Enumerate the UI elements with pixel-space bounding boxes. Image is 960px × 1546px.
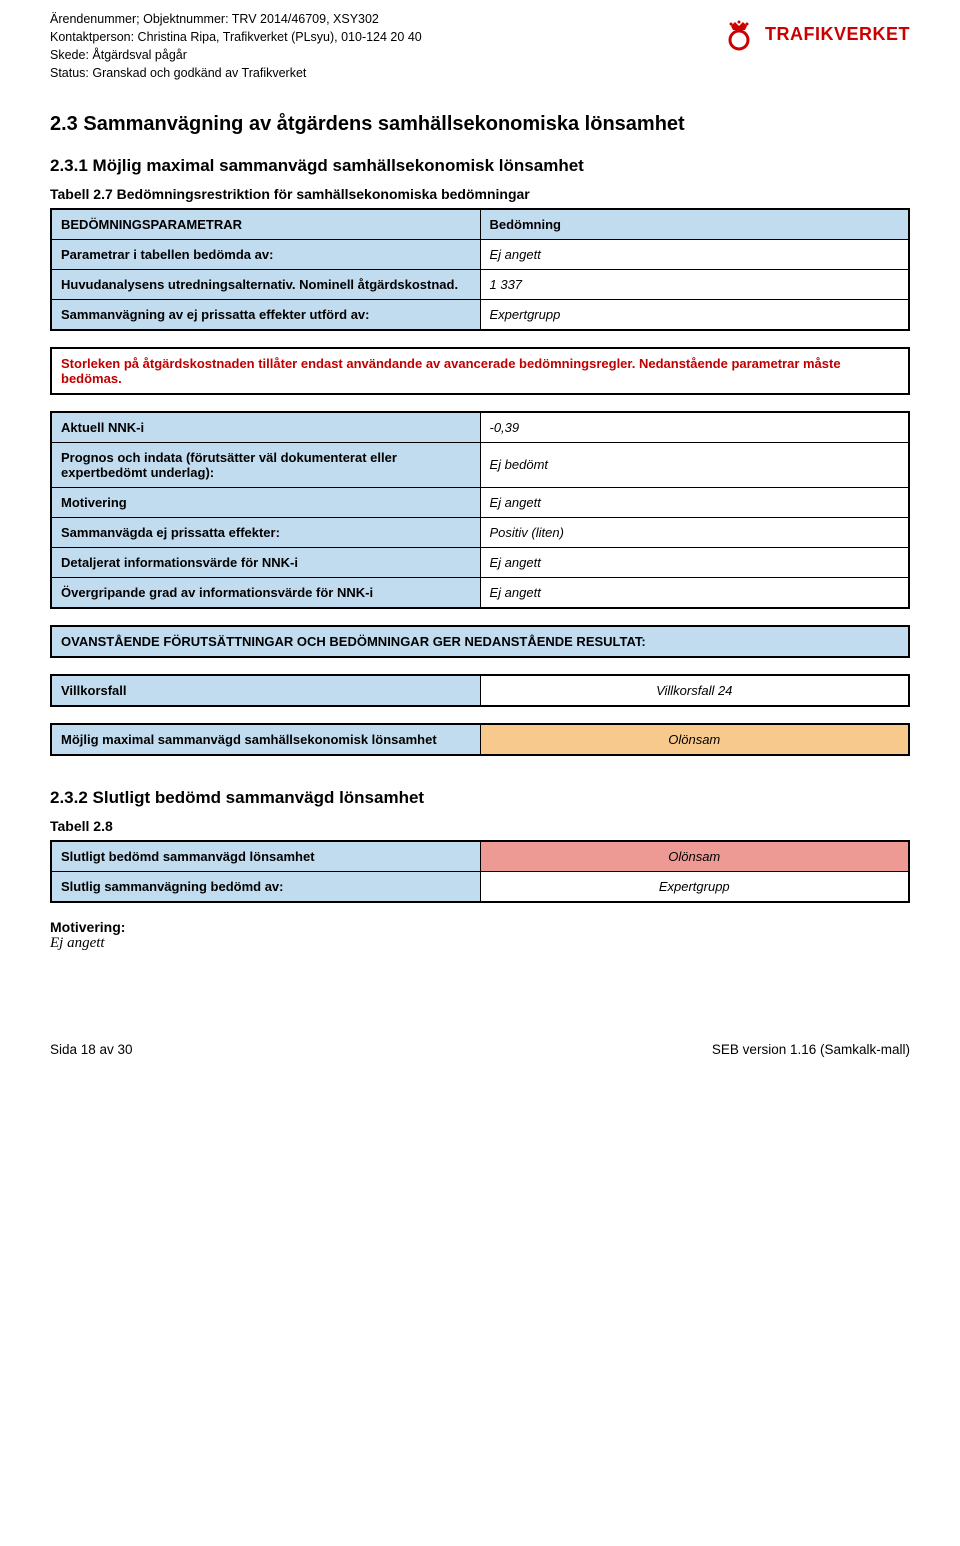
param-label: Huvudanalysens utredningsalternativ. Nom… [51, 269, 480, 299]
table-row: Motivering Ej angett [51, 487, 909, 517]
table-row: Villkorsfall Villkorsfall 24 [51, 675, 909, 706]
param-label: Slutlig sammanvägning bedömd av: [51, 871, 480, 902]
header-line: Skede: Åtgärdsval pågår [50, 46, 422, 64]
header-line: Status: Granskad och godkänd av Trafikve… [50, 64, 422, 82]
trafikverket-logo: TRAFIKVERKET [721, 16, 910, 52]
param-value: Villkorsfall 24 [480, 675, 909, 706]
table-row: BEDÖMNINGSPARAMETRAR Bedömning [51, 209, 909, 240]
param-label: Detaljerat informationsvärde för NNK-i [51, 547, 480, 577]
param-value: Expertgrupp [480, 871, 909, 902]
table-row: Detaljerat informationsvärde för NNK-i E… [51, 547, 909, 577]
table-row: Möjlig maximal sammanvägd samhällsekonom… [51, 724, 909, 755]
table-2-7-label: Tabell 2.7 Bedömningsrestriktion för sam… [50, 186, 910, 202]
table-row: Slutlig sammanvägning bedömd av: Expertg… [51, 871, 909, 902]
param-value: Olönsam [480, 724, 909, 755]
header-metadata: Ärendenummer; Objektnummer: TRV 2014/467… [50, 10, 422, 83]
table-row: Sammanvägda ej prissatta effekter: Posit… [51, 517, 909, 547]
section-2-3-2-title: 2.3.2 Slutligt bedömd sammanvägd lönsamh… [50, 788, 910, 808]
table-2-7-upper: BEDÖMNINGSPARAMETRAR Bedömning Parametra… [50, 208, 910, 331]
table-row: Aktuell NNK-i -0,39 [51, 412, 909, 443]
motivering-block: Motivering: Ej angett [50, 919, 910, 952]
result-header: OVANSTÅENDE FÖRUTSÄTTNINGAR OCH BEDÖMNIN… [51, 626, 909, 657]
param-label: Villkorsfall [51, 675, 480, 706]
footer-version: SEB version 1.16 (Samkalk-mall) [712, 1042, 910, 1057]
table-row: Övergripande grad av informationsvärde f… [51, 577, 909, 608]
table-2-7-villkorsfall: Villkorsfall Villkorsfall 24 [50, 674, 910, 707]
table-row: Slutligt bedömd sammanvägd lönsamhet Olö… [51, 841, 909, 872]
param-value: -0,39 [480, 412, 909, 443]
param-label: Prognos och indata (förutsätter väl doku… [51, 442, 480, 487]
table-2-8-label: Tabell 2.8 [50, 818, 910, 834]
table-note: Storleken på åtgärdskostnaden tillåter e… [50, 347, 910, 395]
param-value: Expertgrupp [480, 299, 909, 330]
param-label: Slutligt bedömd sammanvägd lönsamhet [51, 841, 480, 872]
param-label: Sammanvägning av ej prissatta effekter u… [51, 299, 480, 330]
table-row: Huvudanalysens utredningsalternativ. Nom… [51, 269, 909, 299]
param-value: Ej angett [480, 577, 909, 608]
param-label: BEDÖMNINGSPARAMETRAR [51, 209, 480, 240]
table-row: Sammanvägning av ej prissatta effekter u… [51, 299, 909, 330]
param-value: Ej angett [480, 487, 909, 517]
param-value: Ej angett [480, 239, 909, 269]
table-2-7-result-header: OVANSTÅENDE FÖRUTSÄTTNINGAR OCH BEDÖMNIN… [50, 625, 910, 658]
restriction-note: Storleken på åtgärdskostnaden tillåter e… [51, 348, 909, 394]
header-line: Ärendenummer; Objektnummer: TRV 2014/467… [50, 10, 422, 28]
header-line: Kontaktperson: Christina Ripa, Trafikver… [50, 28, 422, 46]
table-2-8: Slutligt bedömd sammanvägd lönsamhet Olö… [50, 840, 910, 903]
param-label: Övergripande grad av informationsvärde f… [51, 577, 480, 608]
table-2-7-maximal: Möjlig maximal sammanvägd samhällsekonom… [50, 723, 910, 756]
param-label: Möjlig maximal sammanvägd samhällsekonom… [51, 724, 480, 755]
param-label: Aktuell NNK-i [51, 412, 480, 443]
section-2-3-title: 2.3 Sammanvägning av åtgärdens samhällse… [50, 113, 910, 136]
param-label: Motivering [51, 487, 480, 517]
param-label: Sammanvägda ej prissatta effekter: [51, 517, 480, 547]
param-label: Parametrar i tabellen bedömda av: [51, 239, 480, 269]
table-row: Prognos och indata (förutsätter väl doku… [51, 442, 909, 487]
section-2-3-1-title: 2.3.1 Möjlig maximal sammanvägd samhälls… [50, 156, 910, 176]
param-value: Ej angett [480, 547, 909, 577]
footer-page: Sida 18 av 30 [50, 1042, 133, 1057]
param-value: Positiv (liten) [480, 517, 909, 547]
crown-icon [721, 16, 757, 52]
motivering-label: Motivering: [50, 919, 910, 935]
param-value: Olönsam [480, 841, 909, 872]
document-header: Ärendenummer; Objektnummer: TRV 2014/467… [50, 10, 910, 83]
motivering-value: Ej angett [50, 935, 910, 952]
table-row: Parametrar i tabellen bedömda av: Ej ang… [51, 239, 909, 269]
logo-text: TRAFIKVERKET [765, 24, 910, 45]
param-value: 1 337 [480, 269, 909, 299]
table-2-7-mid: Aktuell NNK-i -0,39 Prognos och indata (… [50, 411, 910, 609]
page-footer: Sida 18 av 30 SEB version 1.16 (Samkalk-… [50, 1042, 910, 1057]
param-value: Ej bedömt [480, 442, 909, 487]
param-value: Bedömning [480, 209, 909, 240]
